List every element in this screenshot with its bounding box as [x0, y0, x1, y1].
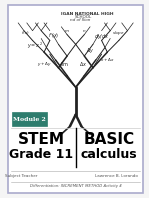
Text: $x+\Delta x$: $x+\Delta x$: [100, 56, 115, 63]
Text: calculus: calculus: [80, 148, 137, 161]
Text: nd of Ilion: nd of Ilion: [70, 18, 90, 22]
Text: $y=x^2$: $y=x^2$: [27, 41, 43, 51]
Text: $f(x)$: $f(x)$: [21, 29, 30, 36]
Text: $\Delta x$: $\Delta x$: [79, 60, 87, 68]
Text: $slope$: $slope$: [112, 29, 125, 37]
Text: $n$: $n$: [82, 28, 86, 34]
Text: Differentiation: INCREMENT METHOD Activity 4: Differentiation: INCREMENT METHOD Activi…: [30, 185, 122, 188]
Text: SCHOOL: SCHOOL: [74, 15, 91, 19]
Text: BASIC: BASIC: [83, 131, 134, 147]
Text: STEM: STEM: [18, 131, 65, 147]
Text: Grade 11: Grade 11: [9, 148, 73, 161]
Text: $\lim$: $\lim$: [60, 60, 69, 68]
Text: $dy/dx$: $dy/dx$: [94, 32, 109, 41]
Text: Subject Teacher: Subject Teacher: [5, 174, 37, 178]
FancyBboxPatch shape: [8, 5, 143, 193]
Text: $m$: $m$: [64, 28, 70, 34]
Text: IGAN NATIONAL HIGH: IGAN NATIONAL HIGH: [61, 12, 113, 16]
Text: Module 2: Module 2: [13, 117, 46, 122]
Text: Lawrence B. Lorando: Lawrence B. Lorando: [94, 174, 137, 178]
Text: $y+\Delta y$: $y+\Delta y$: [37, 60, 52, 68]
FancyBboxPatch shape: [12, 112, 47, 126]
Text: $f'(x)$: $f'(x)$: [48, 32, 60, 41]
Text: $\Delta y$: $\Delta y$: [86, 46, 94, 55]
